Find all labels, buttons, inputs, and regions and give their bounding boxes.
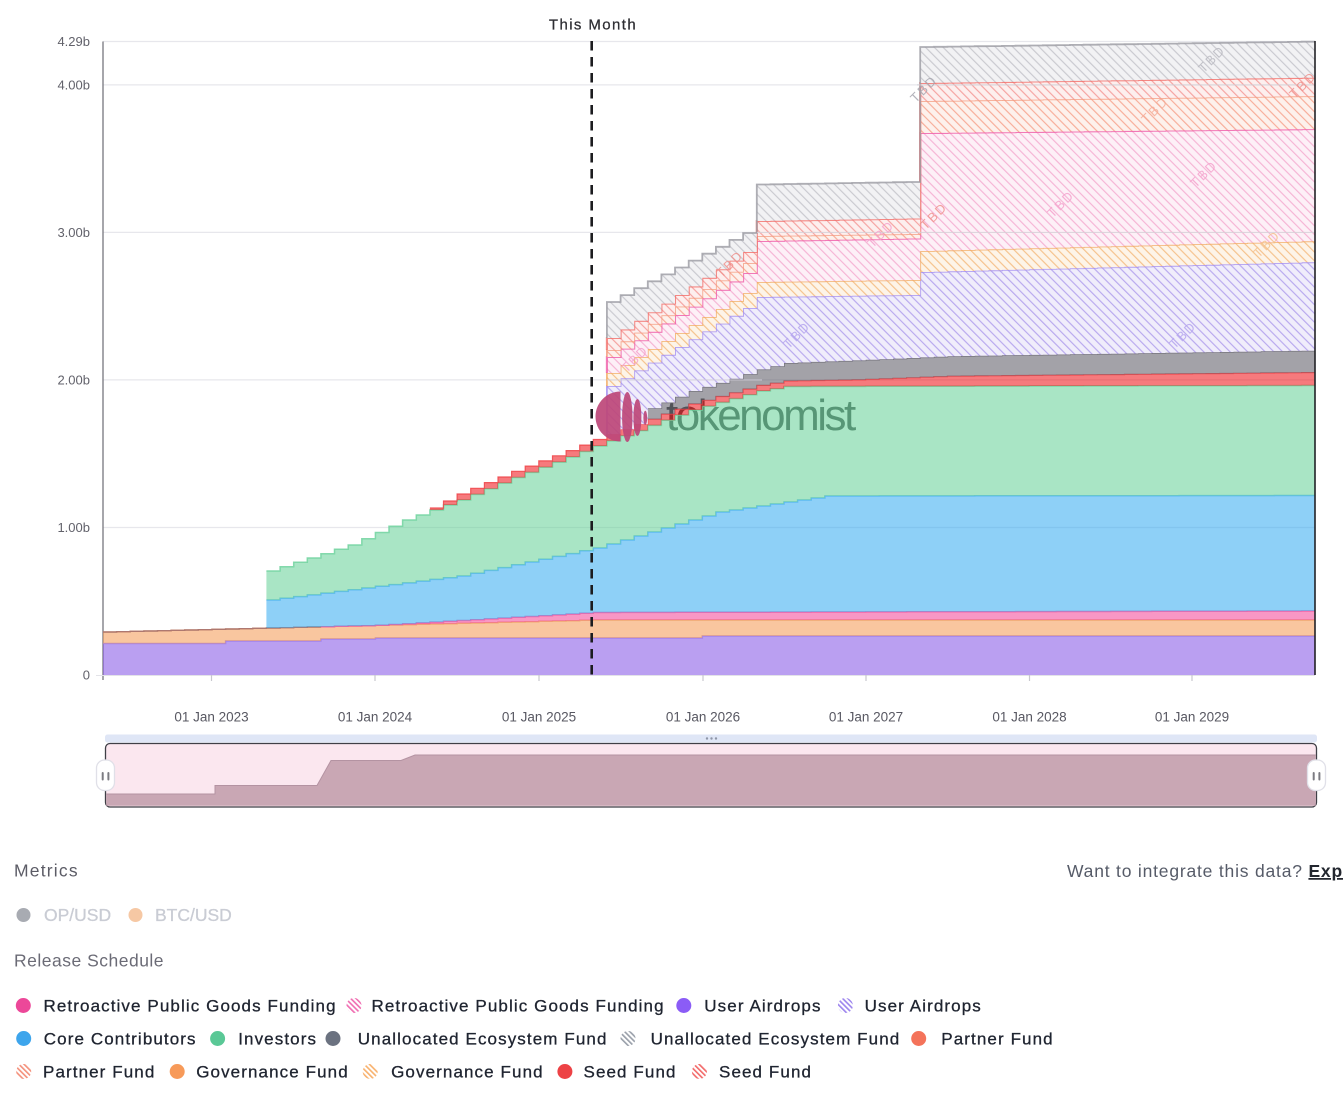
svg-text:BTC/USD: BTC/USD xyxy=(155,905,232,925)
svg-text:User Airdrops: User Airdrops xyxy=(704,997,821,1016)
svg-text:Investors: Investors xyxy=(238,1030,317,1049)
svg-text:01 Jan 2029: 01 Jan 2029 xyxy=(1155,710,1229,725)
svg-text:01 Jan 2024: 01 Jan 2024 xyxy=(338,710,413,725)
svg-text:01 Jan 2027: 01 Jan 2027 xyxy=(829,710,903,725)
svg-text:01 Jan 2025: 01 Jan 2025 xyxy=(502,710,576,725)
svg-text:Retroactive Public Goods Fundi: Retroactive Public Goods Funding xyxy=(372,997,665,1016)
svg-text:01 Jan 2023: 01 Jan 2023 xyxy=(174,710,248,725)
svg-text:Release Schedule: Release Schedule xyxy=(14,951,164,971)
svg-text:0: 0 xyxy=(83,668,90,683)
svg-text:Core Contributors: Core Contributors xyxy=(44,1030,197,1049)
svg-text:Unallocated Ecosystem Fund: Unallocated Ecosystem Fund xyxy=(651,1030,901,1049)
svg-text:Unallocated Ecosystem Fund: Unallocated Ecosystem Fund xyxy=(358,1030,608,1049)
svg-text:User Airdrops: User Airdrops xyxy=(865,997,982,1016)
svg-text:OP/USD: OP/USD xyxy=(44,905,111,925)
svg-text:Retroactive Public Goods Fundi: Retroactive Public Goods Funding xyxy=(44,997,337,1016)
svg-text:This Month: This Month xyxy=(549,17,637,34)
svg-text:4.29b: 4.29b xyxy=(57,34,90,49)
svg-text:Partner Fund: Partner Fund xyxy=(941,1030,1053,1049)
svg-text:Seed Fund: Seed Fund xyxy=(719,1063,812,1082)
svg-text:01 Jan 2026: 01 Jan 2026 xyxy=(666,710,740,725)
svg-text:01 Jan 2028: 01 Jan 2028 xyxy=(992,710,1066,725)
svg-text:Governance Fund: Governance Fund xyxy=(391,1063,544,1082)
svg-text:1.00b: 1.00b xyxy=(57,520,90,535)
svg-text:Partner Fund: Partner Fund xyxy=(43,1063,155,1082)
svg-text:2.00b: 2.00b xyxy=(57,373,90,388)
svg-text:Want to integrate this data? E: Want to integrate this data? Expl xyxy=(1067,861,1343,881)
svg-text:3.00b: 3.00b xyxy=(57,225,90,240)
svg-text:Metrics: Metrics xyxy=(14,861,79,881)
svg-text:Seed Fund: Seed Fund xyxy=(584,1063,677,1082)
svg-text:Governance Fund: Governance Fund xyxy=(196,1063,349,1082)
svg-text:4.00b: 4.00b xyxy=(57,78,90,93)
